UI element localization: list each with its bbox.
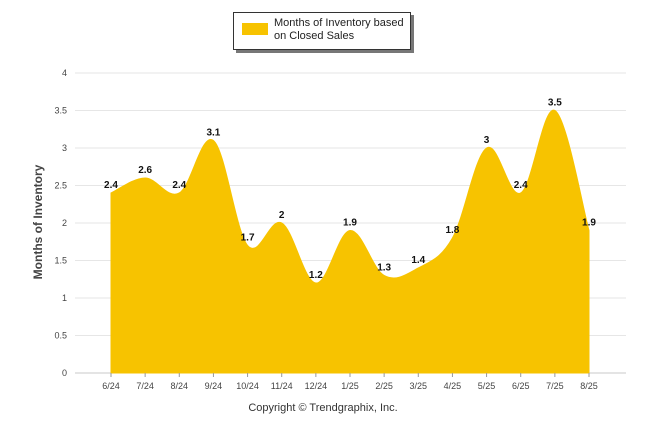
y-tick-label: 0 — [62, 368, 67, 378]
legend: Months of Inventory based on Closed Sale… — [233, 12, 411, 50]
y-axis-title: Months of Inventory — [31, 164, 45, 279]
x-tick-label: 4/25 — [444, 381, 462, 391]
x-tick-label: 2/25 — [375, 381, 393, 391]
x-tick-label: 9/24 — [205, 381, 223, 391]
legend-label: Months of Inventory based on Closed Sale… — [274, 17, 404, 42]
y-tick-label: 0.5 — [54, 331, 67, 341]
copyright-text: Copyright © Trendgraphix, Inc. — [248, 402, 398, 414]
legend-swatch — [242, 23, 268, 35]
data-label: 3.5 — [548, 98, 562, 109]
data-labels: 2.4 2.6 2.4 3.1 1.7 2 1.2 1.9 1.3 1.4 1.8 3 2.4 3.5 1.… — [104, 98, 596, 282]
data-label: 3 — [484, 135, 490, 146]
y-tick-label: 2.5 — [54, 181, 67, 191]
y-tick-label: 4 — [62, 68, 67, 78]
data-label: 2.4 — [514, 180, 528, 191]
data-label: 2.4 — [104, 180, 118, 191]
x-tick-label: 1/25 — [341, 381, 359, 391]
y-tick-label: 1 — [62, 293, 67, 303]
data-label: 1.7 — [241, 233, 255, 244]
x-tick-label: 6/25 — [512, 381, 530, 391]
data-label: 1.8 — [445, 225, 459, 236]
x-tick-label: 8/24 — [171, 381, 189, 391]
data-label: 3.1 — [206, 128, 220, 139]
y-axis-ticks: 0 0.5 1 1.5 2 2.5 3 3.5 4 — [54, 68, 67, 378]
x-tick-label: 12/24 — [305, 381, 328, 391]
data-label: 1.9 — [582, 218, 596, 229]
data-label: 1.9 — [343, 218, 357, 229]
x-tick-label: 11/24 — [271, 381, 293, 391]
x-tick-label: 7/25 — [546, 381, 564, 391]
x-tick-label: 10/24 — [236, 381, 259, 391]
x-axis-ticks: 6/24 7/24 8/24 9/24 10/24 11/24 12/24 1/25 2/25 3… — [102, 373, 598, 391]
area-series — [110, 109, 590, 374]
data-label: 1.4 — [411, 255, 425, 266]
x-tick-label: 8/25 — [580, 381, 598, 391]
data-label: 1.2 — [309, 270, 323, 281]
data-label: 2 — [279, 210, 285, 221]
x-tick-label: 5/25 — [478, 381, 496, 391]
data-label: 2.4 — [172, 180, 186, 191]
data-label: 2.6 — [138, 165, 152, 176]
y-tick-label: 2 — [62, 218, 67, 228]
y-tick-label: 3.5 — [54, 106, 67, 116]
x-tick-label: 3/25 — [410, 381, 428, 391]
x-tick-label: 7/24 — [136, 381, 154, 391]
data-label: 1.3 — [377, 263, 391, 274]
y-tick-label: 1.5 — [54, 256, 67, 266]
x-tick-label: 6/24 — [102, 381, 120, 391]
y-tick-label: 3 — [62, 143, 67, 153]
